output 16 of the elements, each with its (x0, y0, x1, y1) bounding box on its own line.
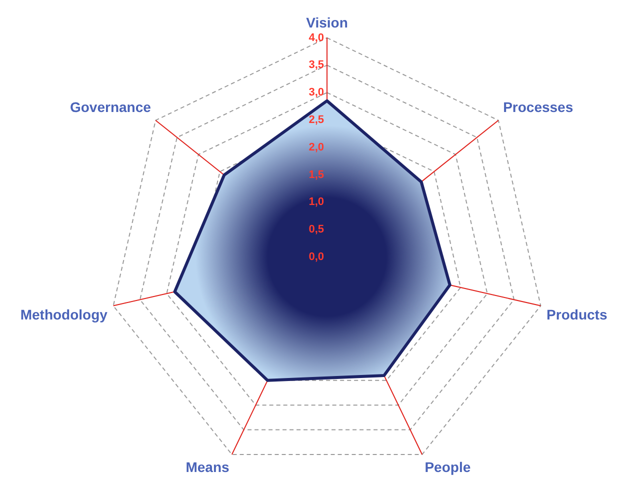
y-tick-label: 2,5 (308, 114, 324, 126)
spoke-label: Means (186, 459, 230, 476)
y-tick-label: 2,0 (308, 141, 324, 154)
y-tick-label: 1,0 (308, 196, 324, 208)
y-tick-label: 3,5 (308, 59, 324, 72)
spoke-label: Governance (70, 99, 152, 116)
spoke-label: Products (546, 306, 608, 322)
y-tick-label: 1,5 (308, 168, 324, 181)
spoke-label: People (424, 459, 471, 476)
spoke-label: Processes (503, 99, 574, 116)
y-tick-label: 0,5 (308, 224, 324, 236)
spoke-label: Methodology (20, 306, 108, 322)
y-tick-label: 4,0 (308, 32, 324, 44)
y-tick-label: 3,0 (308, 86, 324, 99)
spoke-label: Vision (306, 14, 348, 30)
y-tick-label: 0,0 (308, 251, 324, 264)
